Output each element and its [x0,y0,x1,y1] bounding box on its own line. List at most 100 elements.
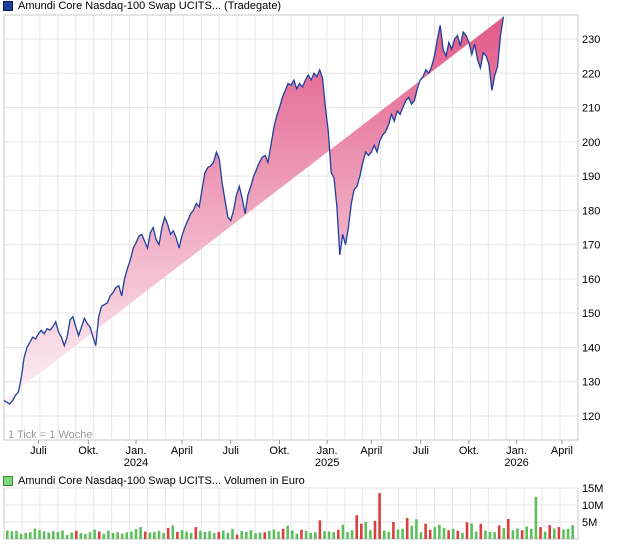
volume-bar [382,530,386,539]
volume-bar [562,529,565,539]
price-x-tick-label: Okt. [269,445,289,457]
volume-bar [525,526,528,539]
price-x-tick-label: Okt. [78,445,98,457]
volume-bar [199,530,202,539]
price-legend-swatch [3,1,13,11]
price-y-tick-label: 180 [582,205,600,217]
volume-bar [61,530,64,539]
volume-bar [176,531,179,539]
volume-bar [52,531,55,539]
volume-bar [286,525,289,539]
volume-bar [203,531,207,539]
volume-bar [88,532,92,539]
volume-bar [38,530,41,539]
volume-bar [502,528,506,539]
volume-bar [534,496,538,539]
volume-bar [249,530,253,539]
volume-bar [130,531,133,539]
volume-bar [153,531,156,539]
volume-bar [341,524,345,539]
volume-bar [148,532,152,539]
volume-bar [6,530,9,539]
volume-bar [323,531,326,539]
price-x-tick-label: Jan. [506,445,527,457]
volume-bar [350,530,354,539]
volume-bar [295,533,299,539]
volume-bar [245,531,248,539]
volume-bar [474,531,478,539]
volume-bar [497,525,501,539]
price-x-tick-label: 2026 [504,457,528,469]
volume-bar [254,533,257,539]
volume-bar [378,493,381,539]
price-x-tick-label: 2024 [124,457,148,469]
price-x-tick-label: Jan. [317,445,338,457]
tick-footnote: 1 Tick = 1 Woche [8,429,92,441]
volume-bar [410,525,414,539]
volume-bar [456,530,460,539]
volume-bar [470,523,473,539]
price-x-tick-label: Jan. [126,445,147,457]
volume-bar [369,530,372,539]
price-chart-legend: Amundi Core Nasdaq-100 Swap UCITS... (Tr… [3,0,281,12]
volume-bars [6,493,574,539]
volume-legend-swatch [3,476,13,486]
volume-bar [272,529,276,539]
volume-bar [97,531,101,539]
price-y-tick-label: 210 [582,103,600,115]
volume-bar [162,532,165,539]
volume-bar [327,531,331,539]
volume-bar [19,533,23,539]
volume-bar [346,532,349,539]
volume-bar [33,528,37,539]
price-y-tick-label: 160 [582,274,600,286]
volume-bar [557,527,561,539]
volume-bar [47,532,50,539]
volume-bar [300,529,303,539]
volume-bar [143,531,147,539]
volume-bar [10,531,14,539]
price-y-tick-label: 200 [582,137,600,149]
volume-bar [337,529,340,539]
price-y-tick-label: 140 [582,342,600,354]
volume-bar [507,518,510,539]
price-chart: 120 130 140 150 160 170 180 190 200 210 220 230 Jul… [3,14,600,469]
volume-bar [231,528,234,539]
price-x-tick-label: 2025 [315,457,339,469]
price-x-tick-label: April [360,445,382,457]
volume-bar [189,532,193,539]
volume-bar [107,530,110,539]
volume-bar [571,525,574,539]
volume-bar [530,528,533,539]
volume-bar [208,531,211,539]
volume-bar [396,529,400,539]
volume-bar [166,528,170,539]
volume-y-tick-label: 10M [582,500,603,512]
price-y-tick-label: 130 [582,377,600,389]
price-line [3,16,505,405]
volume-bar [116,532,119,539]
volume-bar [79,533,83,539]
volume-bar [364,522,368,539]
volume-bar [180,530,184,539]
volume-bar [134,529,138,539]
volume-bar [488,531,492,539]
price-legend-label: Amundi Core Nasdaq-100 Swap UCITS... (Tr… [18,0,282,12]
volume-bar [120,533,124,539]
volume-bar [111,532,115,539]
volume-bar [226,532,230,539]
volume-bar [543,531,547,539]
volume-bar [392,522,395,539]
volume-bar [419,532,423,539]
volume-bar [484,530,487,539]
price-y-axis: 120 130 140 150 160 170 180 190 200 210 220 230 [582,34,600,423]
volume-bar [355,515,358,539]
volume-bar [24,532,27,539]
volume-bar [84,533,87,539]
volume-y-axis: 5M 10M 15M [582,483,603,529]
volume-bar [433,527,437,539]
volume-bar [185,531,188,539]
volume-bar [93,529,96,539]
volume-chart-legend: Amundi Core Nasdaq-100 Swap UCITS... Vol… [3,475,305,487]
